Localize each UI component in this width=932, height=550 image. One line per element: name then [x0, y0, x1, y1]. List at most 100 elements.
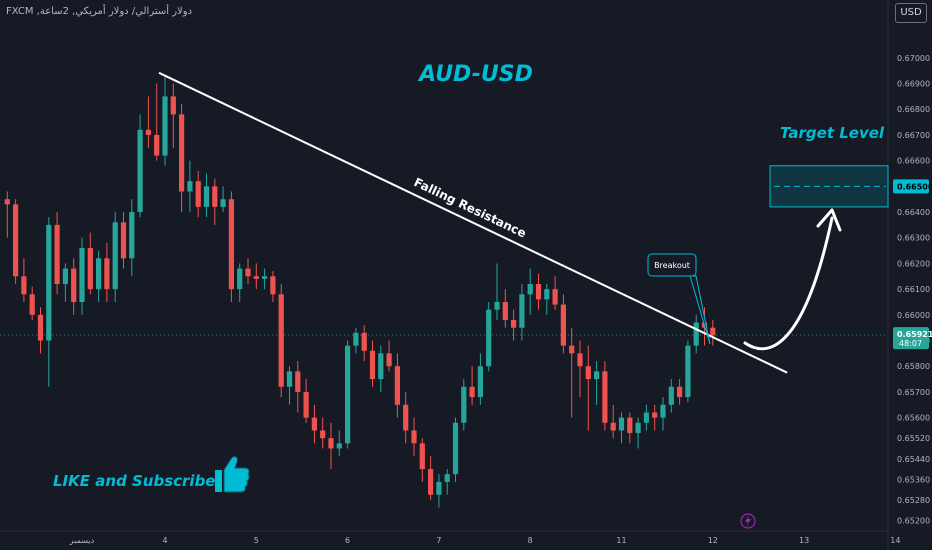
candle-body — [353, 332, 359, 346]
y-tick-label: 0.65200 — [897, 516, 930, 525]
candle — [79, 237, 85, 315]
candle-body — [577, 353, 583, 367]
x-tick-label: ديسمبر — [69, 536, 95, 545]
candle — [320, 417, 326, 449]
breakout-callout: Breakout — [647, 253, 711, 345]
pair-label: AUD-USD — [417, 62, 533, 87]
candle-body — [295, 371, 301, 392]
candle — [710, 319, 716, 346]
candle-body — [262, 276, 268, 279]
thumb-cuff — [215, 470, 222, 492]
current-price-label: 0.65921 — [897, 330, 932, 339]
candle-body — [162, 96, 168, 156]
candle — [378, 345, 384, 392]
projection-arrow — [743, 216, 834, 351]
candle-body — [286, 371, 293, 387]
candle — [195, 170, 201, 218]
candle — [170, 83, 176, 148]
candle — [519, 284, 525, 341]
y-axis-ticks: 0.67000 0.66900 0.66800 0.66700 0.66600 0.665… — [897, 54, 930, 526]
candle-body — [552, 289, 558, 305]
candle-body — [120, 222, 127, 259]
candle-body — [29, 294, 35, 315]
target-price-tag — [893, 179, 929, 194]
candle — [477, 353, 483, 405]
projection-arrowhead — [816, 208, 842, 232]
candle-body — [104, 258, 110, 290]
candle-body — [602, 371, 608, 423]
candle — [203, 173, 210, 218]
candle-body — [311, 417, 317, 431]
candle — [54, 212, 60, 295]
candle-body — [112, 222, 118, 290]
candle — [29, 286, 35, 320]
candle-body — [461, 386, 467, 423]
x-tick-label: 14 — [890, 536, 900, 545]
candle — [187, 160, 193, 213]
candle — [212, 178, 218, 225]
candle-body — [569, 345, 575, 354]
candle-body — [452, 422, 459, 475]
candle-body — [270, 276, 276, 295]
candle — [311, 404, 317, 444]
lightning-icon — [740, 513, 756, 529]
trendline — [158, 71, 788, 374]
candle — [618, 412, 625, 444]
currency-button[interactable]: USD — [895, 3, 927, 23]
chart-symbol-title: FXCM ,دولار أسترالي/ دولار أمريكي, 2ساعة — [6, 6, 193, 17]
candle — [162, 75, 168, 166]
candle — [137, 114, 143, 218]
candle-body — [4, 199, 10, 205]
candle — [286, 366, 293, 405]
candle — [685, 340, 691, 403]
candle-body — [693, 322, 699, 346]
candle-body — [710, 327, 716, 336]
candle — [154, 83, 160, 161]
candle — [535, 273, 542, 310]
y-tick-label: 0.66300 — [897, 234, 930, 243]
candle — [577, 340, 583, 398]
candle-body — [320, 430, 326, 439]
y-tick-label: 0.66900 — [897, 80, 930, 89]
y-tick-label: 0.66700 — [897, 131, 930, 140]
candle — [369, 340, 376, 387]
candle — [511, 309, 517, 341]
candle — [652, 404, 658, 431]
candle — [552, 276, 558, 310]
x-tick-label: 8 — [528, 536, 533, 545]
candle — [361, 325, 367, 362]
candle-body — [54, 224, 60, 284]
candle-body — [129, 212, 135, 259]
candle — [345, 340, 351, 449]
candle-body — [13, 204, 19, 277]
candle-body — [477, 366, 483, 398]
candle-body — [228, 199, 234, 290]
candle — [635, 417, 641, 449]
candle — [253, 263, 259, 290]
thumbs-up-icon — [215, 456, 250, 493]
candle — [353, 327, 359, 354]
lightning-bolt — [745, 515, 751, 527]
candle-body — [212, 186, 218, 207]
candle-body — [369, 350, 376, 380]
candle — [411, 417, 417, 457]
candle-body — [145, 129, 151, 135]
target-level-label: Target Level — [780, 124, 885, 142]
candle-body — [411, 430, 417, 444]
candle-body — [378, 353, 384, 380]
candle-body — [79, 248, 85, 302]
candle — [46, 217, 52, 387]
candle-body — [71, 268, 77, 302]
breakout-label: Breakout — [654, 261, 690, 270]
x-tick-label: 5 — [254, 536, 259, 545]
candle-body — [527, 284, 533, 295]
y-tick-label: 0.65800 — [897, 362, 930, 371]
candle — [295, 361, 301, 413]
y-tick-label: 0.65700 — [897, 388, 930, 397]
candle — [37, 307, 44, 354]
candle-body — [444, 474, 450, 482]
candle — [627, 412, 633, 444]
candle — [560, 294, 566, 354]
